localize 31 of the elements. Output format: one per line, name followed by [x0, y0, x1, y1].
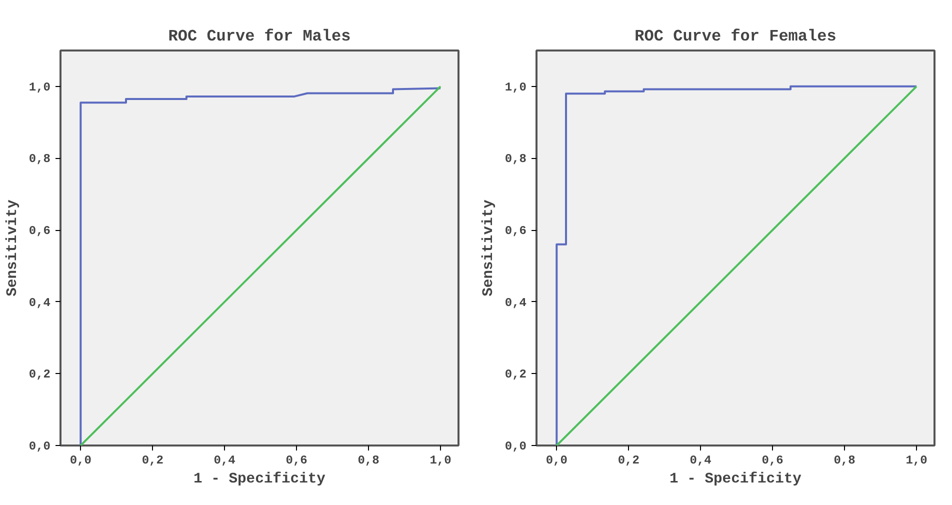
x-tick-label: 0,6 — [286, 454, 308, 468]
x-tick-label: 0,4 — [214, 454, 236, 468]
y-tick-label: 0,0 — [28, 440, 51, 454]
x-tick-label: 0,0 — [546, 454, 568, 468]
x-tick-label: 0,4 — [690, 454, 712, 468]
y-tick-label: 1,0 — [504, 80, 527, 94]
y-tick-label: 0,6 — [28, 224, 51, 238]
y-tick-label: 0,6 — [504, 224, 527, 238]
y-tick-label: 0,2 — [28, 368, 51, 382]
x-tick-label: 0,8 — [358, 454, 380, 468]
line-series — [556, 85, 918, 446]
x-tick-label: 0,8 — [834, 454, 856, 468]
y-axis-title: Sensitivity — [4, 199, 21, 296]
y-tick-label: 0,4 — [504, 296, 527, 310]
chart-title: ROC Curve for Males — [168, 28, 351, 46]
chart-title: ROC Curve for Females — [634, 28, 836, 46]
y-tick-label: 1,0 — [28, 80, 51, 94]
y-tick-label: 0,4 — [28, 296, 51, 310]
x-tick-label: 0,0 — [70, 454, 92, 468]
y-tick-label: 0,2 — [504, 368, 527, 382]
y-tick-label: 0,8 — [504, 152, 527, 166]
x-axis-title: 1 - Specificity — [194, 472, 326, 488]
x-tick-label: 0,2 — [142, 454, 164, 468]
x-axis-title: 1 - Specificity — [670, 472, 802, 488]
x-tick-label: 0,2 — [618, 454, 640, 468]
x-tick-label: 0,6 — [762, 454, 784, 468]
y-tick-label: 0,0 — [504, 440, 527, 454]
x-tick-label: 1,0 — [906, 454, 928, 468]
x-tick-label: 1,0 — [430, 454, 452, 468]
y-tick-label: 0,8 — [28, 152, 51, 166]
y-axis-title: Sensitivity — [480, 199, 497, 296]
